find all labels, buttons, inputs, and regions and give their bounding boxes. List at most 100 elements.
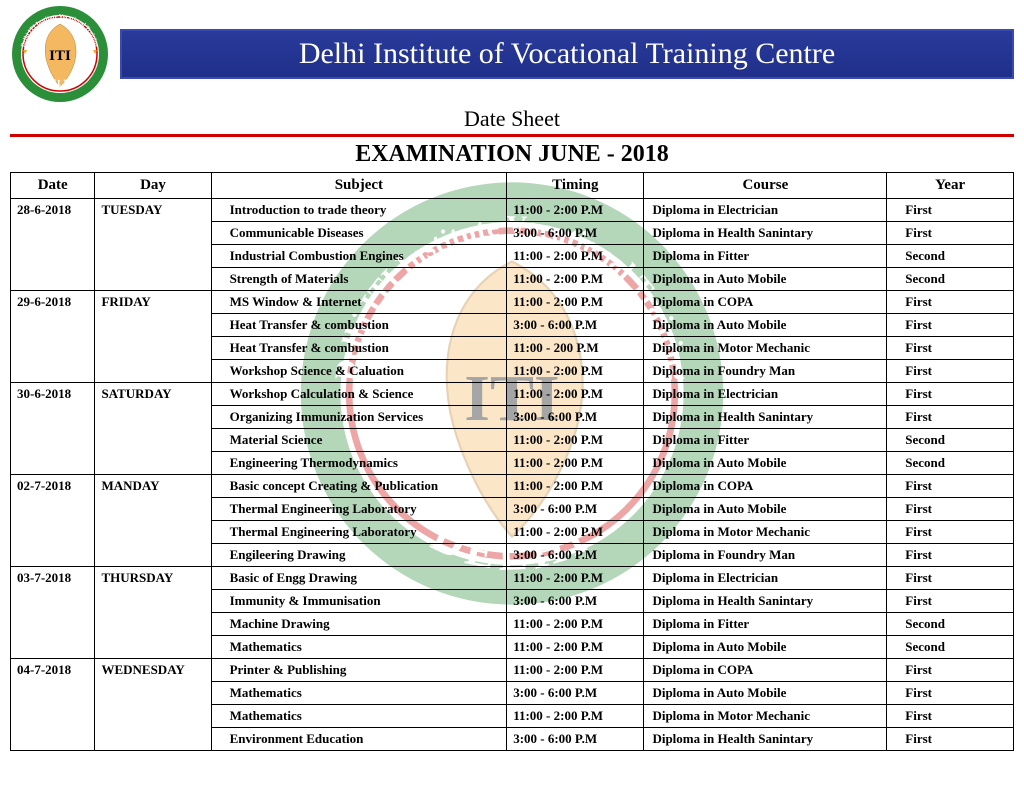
cell-timing: 11:00 - 2:00 P.M	[507, 199, 644, 222]
cell-subject: Heat Transfer & combustion	[211, 337, 507, 360]
table-row: 30-6-2018SATURDAYWorkshop Calculation & …	[11, 383, 1014, 406]
cell-year: First	[887, 314, 1014, 337]
cell-subject: Machine Drawing	[211, 613, 507, 636]
cell-year: First	[887, 567, 1014, 590]
table-row: 02-7-2018MANDAYBasic concept Creating & …	[11, 475, 1014, 498]
cell-year: Second	[887, 636, 1014, 659]
cell-timing: 3:00 - 6:00 P.M	[507, 406, 644, 429]
cell-timing: 11:00 - 2:00 P.M	[507, 521, 644, 544]
cell-date: 28-6-2018	[11, 199, 95, 291]
cell-timing: 11:00 - 2:00 P.M	[507, 360, 644, 383]
cell-course: Diploma in Health Sanintary	[644, 406, 887, 429]
cell-year: Second	[887, 429, 1014, 452]
cell-subject: Industrial Combustion Engines	[211, 245, 507, 268]
cell-timing: 11:00 - 2:00 P.M	[507, 452, 644, 475]
cell-day: TUESDAY	[95, 199, 211, 291]
cell-year: First	[887, 682, 1014, 705]
cell-timing: 11:00 - 2:00 P.M	[507, 245, 644, 268]
cell-year: First	[887, 521, 1014, 544]
header: ITI Delhi ITI Institute Vocational Train…	[0, 0, 1024, 104]
cell-subject: Heat Transfer & combustion	[211, 314, 507, 337]
cell-day: THURSDAY	[95, 567, 211, 659]
cell-subject: Thermal Engineering Laboratory	[211, 521, 507, 544]
cell-date: 30-6-2018	[11, 383, 95, 475]
cell-timing: 3:00 - 6:00 P.M	[507, 544, 644, 567]
col-year: Year	[887, 173, 1014, 199]
cell-date: 03-7-2018	[11, 567, 95, 659]
cell-day: FRIDAY	[95, 291, 211, 383]
cell-course: Diploma in Electrician	[644, 567, 887, 590]
cell-course: Diploma in Auto Mobile	[644, 268, 887, 291]
cell-timing: 11:00 - 2:00 P.M	[507, 291, 644, 314]
cell-subject: Mathematics	[211, 705, 507, 728]
cell-timing: 11:00 - 2:00 P.M	[507, 636, 644, 659]
cell-year: First	[887, 406, 1014, 429]
cell-course: Diploma in Auto Mobile	[644, 498, 887, 521]
table-row: 04-7-2018WEDNESDAYPrinter & Publishing11…	[11, 659, 1014, 682]
col-timing: Timing	[507, 173, 644, 199]
cell-day: MANDAY	[95, 475, 211, 567]
cell-course: Diploma in Foundry Man	[644, 360, 887, 383]
cell-subject: Strength of Materials	[211, 268, 507, 291]
cell-subject: Material Science	[211, 429, 507, 452]
cell-timing: 3:00 - 6:00 P.M	[507, 590, 644, 613]
institute-name: Delhi Institute of Vocational Training C…	[299, 37, 835, 70]
col-date: Date	[11, 173, 95, 199]
cell-timing: 11:00 - 2:00 P.M	[507, 268, 644, 291]
cell-subject: Workshop Science & Caluation	[211, 360, 507, 383]
cell-course: Diploma in Health Sanintary	[644, 728, 887, 751]
cell-timing: 3:00 - 6:00 P.M	[507, 314, 644, 337]
cell-subject: Workshop Calculation & Science	[211, 383, 507, 406]
cell-timing: 11:00 - 2:00 P.M	[507, 659, 644, 682]
table-header-row: Date Day Subject Timing Course Year	[11, 173, 1014, 199]
cell-year: First	[887, 360, 1014, 383]
cell-timing: 3:00 - 6:00 P.M	[507, 498, 644, 521]
cell-course: Diploma in Motor Mechanic	[644, 337, 887, 360]
table-row: 29-6-2018FRIDAYMS Window & Internet11:00…	[11, 291, 1014, 314]
cell-year: First	[887, 291, 1014, 314]
cell-subject: Environment Education	[211, 728, 507, 751]
cell-subject: Engineering Thermodynamics	[211, 452, 507, 475]
cell-date: 02-7-2018	[11, 475, 95, 567]
cell-day: WEDNESDAY	[95, 659, 211, 751]
cell-course: Diploma in Motor Mechanic	[644, 521, 887, 544]
cell-timing: 11:00 - 2:00 P.M	[507, 475, 644, 498]
timetable-wrapper: Date Day Subject Timing Course Year 28-6…	[0, 172, 1024, 751]
red-rule	[10, 134, 1014, 137]
cell-subject: Organizing Immunization Services	[211, 406, 507, 429]
cell-subject: Mathematics	[211, 682, 507, 705]
cell-year: First	[887, 498, 1014, 521]
cell-year: First	[887, 383, 1014, 406]
cell-timing: 11:00 - 2:00 P.M	[507, 613, 644, 636]
cell-year: First	[887, 544, 1014, 567]
cell-timing: 3:00 - 6:00 P.M	[507, 682, 644, 705]
cell-year: Second	[887, 452, 1014, 475]
cell-year: First	[887, 222, 1014, 245]
cell-timing: 3:00 - 6:00 P.M	[507, 728, 644, 751]
cell-year: First	[887, 590, 1014, 613]
cell-timing: 11:00 - 2:00 P.M	[507, 383, 644, 406]
cell-course: Diploma in COPA	[644, 291, 887, 314]
cell-course: Diploma in Health Sanintary	[644, 590, 887, 613]
cell-timing: 11:00 - 200 P.M	[507, 337, 644, 360]
cell-subject: Basic concept Creating & Publication	[211, 475, 507, 498]
cell-year: Second	[887, 245, 1014, 268]
svg-text:ITI: ITI	[49, 48, 71, 64]
cell-course: Diploma in Electrician	[644, 383, 887, 406]
cell-course: Diploma in Auto Mobile	[644, 314, 887, 337]
cell-course: Diploma in Electrician	[644, 199, 887, 222]
cell-timing: 11:00 - 2:00 P.M	[507, 429, 644, 452]
table-row: 03-7-2018THURSDAYBasic of Engg Drawing11…	[11, 567, 1014, 590]
cell-subject: MS Window & Internet	[211, 291, 507, 314]
cell-course: Diploma in Health Sanintary	[644, 222, 887, 245]
cell-year: First	[887, 728, 1014, 751]
cell-year: Second	[887, 613, 1014, 636]
cell-year: First	[887, 705, 1014, 728]
cell-course: Diploma in Auto Mobile	[644, 682, 887, 705]
cell-year: First	[887, 475, 1014, 498]
cell-course: Diploma in Auto Mobile	[644, 452, 887, 475]
cell-subject: Communicable Diseases	[211, 222, 507, 245]
cell-course: Diploma in COPA	[644, 475, 887, 498]
cell-subject: Printer & Publishing	[211, 659, 507, 682]
col-course: Course	[644, 173, 887, 199]
